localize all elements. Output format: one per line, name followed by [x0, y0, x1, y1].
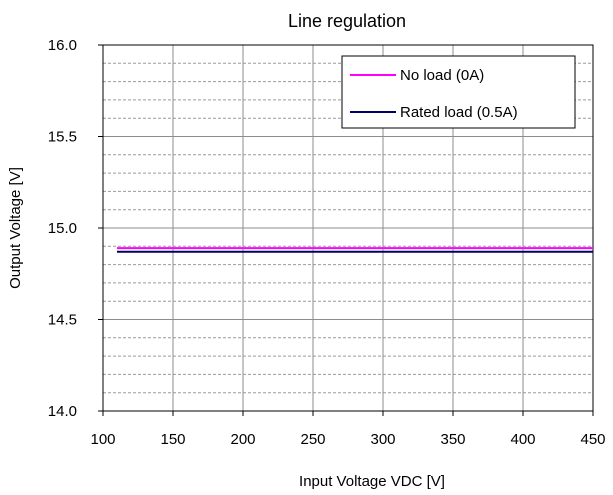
chart-title: Line regulation	[288, 11, 406, 31]
x-tick-label: 300	[370, 431, 395, 448]
y-axis-ticks: 16.0 15.5 15.0 14.5 14.0	[48, 37, 103, 420]
x-axis-ticks: 100 150 200 250 300 350 400 450	[90, 411, 606, 448]
x-tick-label: 100	[90, 431, 115, 448]
y-tick-label: 14.5	[48, 312, 77, 329]
x-tick-label: 150	[160, 431, 185, 448]
x-tick-label: 400	[510, 431, 535, 448]
y-tick-label: 14.0	[48, 403, 77, 420]
legend: No load (0A) Rated load (0.5A)	[341, 55, 576, 129]
legend-label-no-load: No load (0A)	[400, 67, 484, 84]
major-gridlines	[103, 45, 593, 411]
x-tick-label: 250	[300, 431, 325, 448]
y-tick-label: 16.0	[48, 37, 77, 54]
y-axis-label: Output Voltage [V]	[7, 167, 24, 289]
x-tick-label: 350	[440, 431, 465, 448]
legend-label-rated-load: Rated load (0.5A)	[400, 104, 518, 121]
legend-box	[341, 55, 576, 129]
x-tick-label: 200	[230, 431, 255, 448]
series-lines	[117, 247, 593, 253]
y-tick-label: 15.5	[48, 129, 77, 146]
x-tick-label: 450	[580, 431, 605, 448]
y-tick-label: 15.0	[48, 220, 77, 237]
x-axis-label: Input Voltage VDC [V]	[299, 473, 445, 490]
